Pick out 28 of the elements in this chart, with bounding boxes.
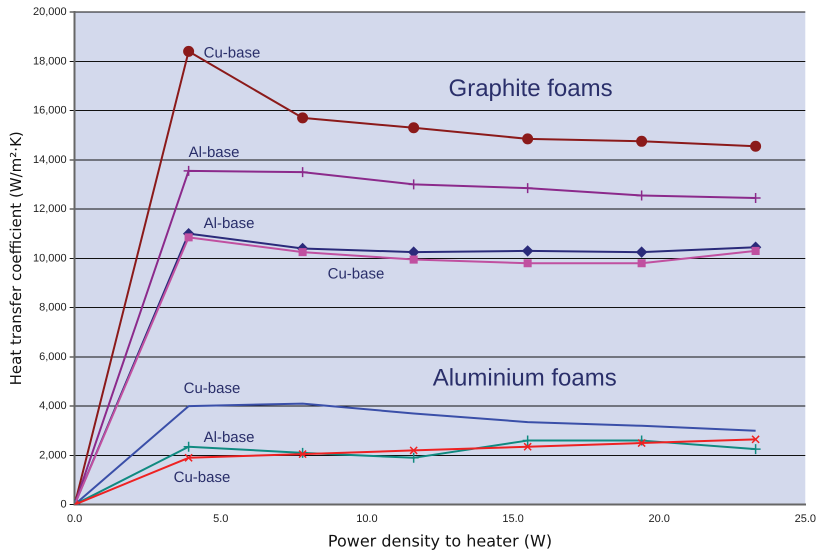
- x-tick-label: 0.0: [66, 513, 82, 526]
- series-label: Cu-base: [174, 468, 230, 486]
- x-tick-label: 5.0: [213, 513, 228, 526]
- series-label: Cu-base: [184, 380, 240, 398]
- y-tick-label: 6,000: [39, 350, 67, 363]
- annotation: Graphite foams: [448, 75, 613, 102]
- x-tick-label: 25.0: [794, 513, 816, 526]
- y-axis-title: Heat transfer coefficient (W/m²·K): [6, 131, 25, 386]
- y-tick-label: 16,000: [32, 104, 67, 117]
- y-tick-label: 18,000: [32, 55, 67, 68]
- series-label: Cu-base: [204, 44, 260, 62]
- y-tick-label: 4,000: [39, 400, 67, 412]
- series-label: Al-base: [188, 144, 240, 162]
- series-label: Al-base: [204, 214, 254, 232]
- y-tick-label: 20,000: [32, 6, 67, 18]
- y-tick-label: 2,000: [39, 449, 67, 462]
- x-tick-label: 10.0: [356, 513, 378, 526]
- x-axis-title: Power density to heater (W): [328, 532, 552, 551]
- y-tick-label: 10,000: [32, 252, 67, 264]
- y-tick-label: 8,000: [39, 302, 67, 314]
- series-label: Cu-base: [328, 265, 384, 282]
- y-tick-label: 14,000: [32, 154, 67, 166]
- y-tick-label: 12,000: [32, 203, 67, 216]
- y-tick-label: 0: [60, 498, 67, 511]
- x-tick-label: 15.0: [502, 513, 524, 526]
- annotation: Aluminium foams: [432, 364, 617, 392]
- series-label: Al-base: [204, 428, 254, 446]
- x-tick-label: 20.0: [648, 513, 670, 526]
